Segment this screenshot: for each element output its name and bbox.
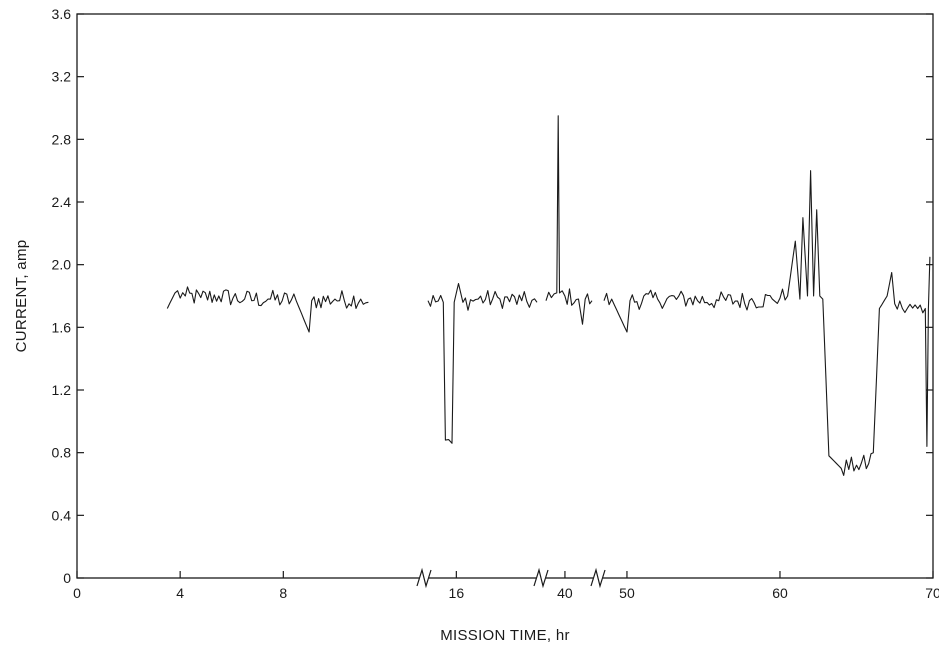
x-tick-label: 50 [619,585,635,601]
current-trace-segment-3 [545,115,593,325]
x-tick-label: 70 [925,585,939,601]
y-tick-label: 1.2 [52,382,72,398]
trace-layer [166,115,931,476]
x-tick-label: 60 [772,585,788,601]
current-trace-segment-4 [603,170,931,476]
current-trace-segment-1 [166,286,369,333]
x-tick-label: 40 [557,585,573,601]
current-trace-segment-2 [427,282,538,444]
plot-frame [76,13,934,579]
y-tick-label: 0.8 [52,445,72,461]
y-axis: 0 0.4 0.8 1.2 1.6 2.0 2.4 2.8 3.2 3.6 [52,6,933,586]
x-tick-label: 16 [449,585,465,601]
x-axis-break-mark [590,567,606,589]
y-tick-label: 0.4 [52,507,72,523]
y-tick-label: 3.6 [52,6,72,22]
y-tick-label: 2.4 [52,194,72,210]
y-tick-label: 3.2 [52,69,72,85]
x-axis-breaks [416,567,606,589]
y-tick-label: 2.0 [52,257,72,273]
y-tick-label: 2.8 [52,131,72,147]
y-axis-title: CURRENT, amp [13,240,30,353]
x-tick-label: 0 [73,585,81,601]
x-axis-break-mark [416,567,432,589]
x-tick-label: 8 [279,585,287,601]
x-axis-title: MISSION TIME, hr [440,627,570,644]
x-axis-break-mark [533,567,549,589]
y-tick-label: 1.6 [52,319,72,335]
x-tick-label: 4 [176,585,184,601]
x-axis: 0 4 8 16 40 50 60 70 [73,571,939,601]
y-tick-label: 0 [63,570,71,586]
